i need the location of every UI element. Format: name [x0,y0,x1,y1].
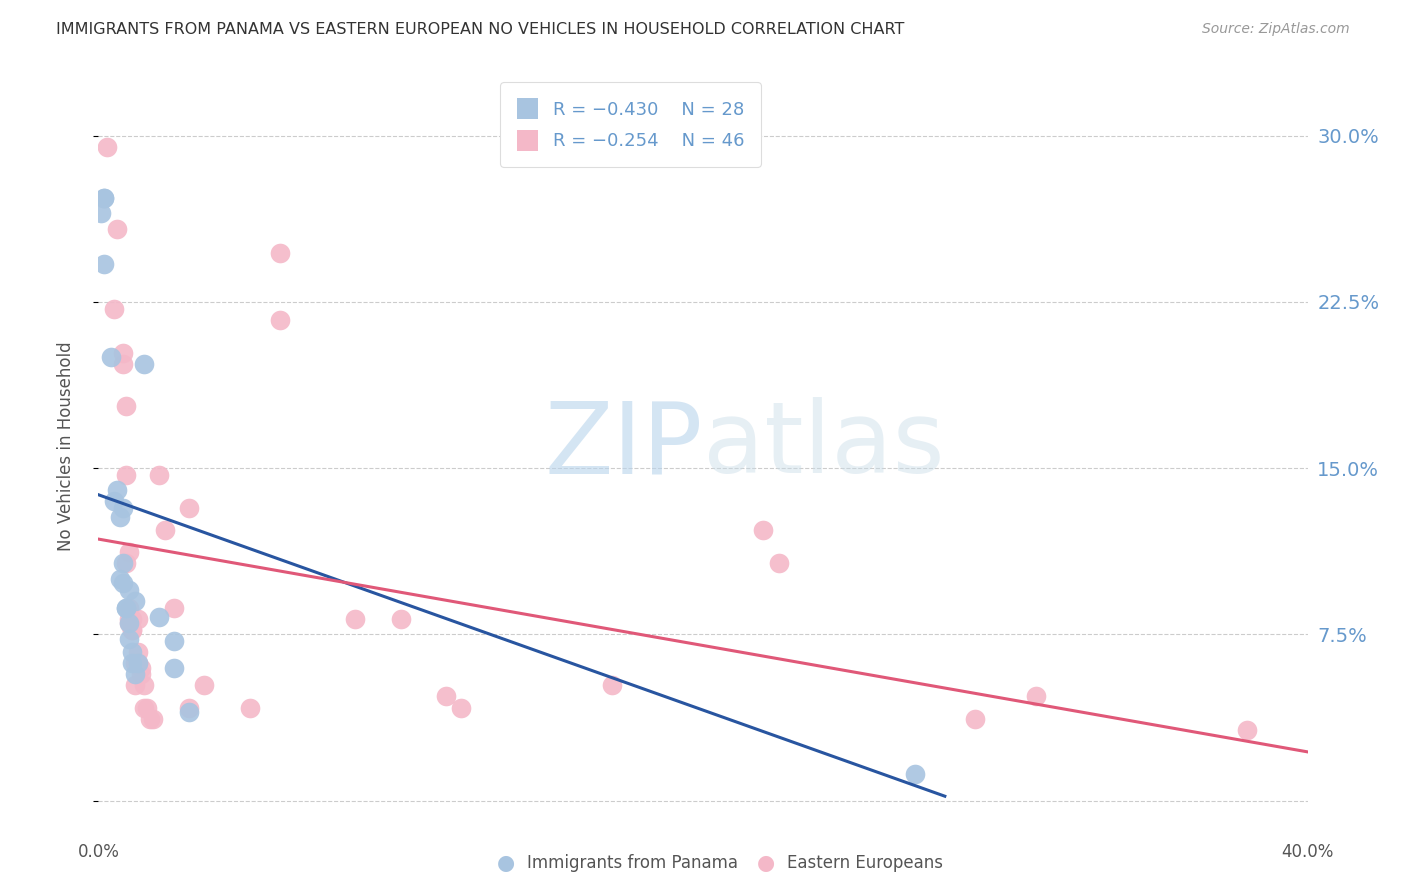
Point [163,634,186,648]
Point [153,523,176,537]
Point [1236,723,1258,737]
Point [118,616,141,631]
Point [127,657,149,671]
Point [129,667,152,681]
Point [179,705,201,719]
Point [90,206,112,220]
Point [965,712,987,726]
Point [111,557,134,571]
Text: atlas: atlas [703,398,945,494]
Point [108,510,131,524]
Point [105,483,128,498]
Point [193,678,215,692]
Point [121,645,143,659]
Point [179,501,201,516]
Point [124,667,146,681]
Point [132,678,155,692]
Point [135,700,157,714]
Point [269,312,291,326]
Point [118,612,141,626]
Point [118,616,141,631]
Point [93,191,115,205]
Text: Immigrants from Panama: Immigrants from Panama [527,855,738,872]
Point [114,600,136,615]
Point [108,572,131,586]
Point [269,246,291,260]
Text: ZIP: ZIP [544,398,703,494]
Legend: R = −0.430    N = 28, R = −0.254    N = 46: R = −0.430 N = 28, R = −0.254 N = 46 [501,82,761,167]
Text: Eastern Europeans: Eastern Europeans [787,855,943,872]
Point [114,399,136,413]
Y-axis label: No Vehicles in Household: No Vehicles in Household [56,341,75,551]
Point [118,600,141,615]
Point [904,767,927,781]
Point [124,594,146,608]
Point [752,523,775,537]
Point [111,346,134,360]
Point [450,700,472,714]
Point [434,690,457,704]
Point [103,494,125,508]
Text: 0.0%: 0.0% [77,843,120,861]
Point [111,576,134,591]
Point [93,191,115,205]
Point [344,612,367,626]
Point [93,257,115,271]
Point [148,467,170,482]
Point [96,140,118,154]
Text: ●: ● [758,854,775,873]
Point [121,623,143,637]
Text: 40.0%: 40.0% [1281,843,1334,861]
Point [124,657,146,671]
Text: IMMIGRANTS FROM PANAMA VS EASTERN EUROPEAN NO VEHICLES IN HOUSEHOLD CORRELATION : IMMIGRANTS FROM PANAMA VS EASTERN EUROPE… [56,22,904,37]
Text: Source: ZipAtlas.com: Source: ZipAtlas.com [1202,22,1350,37]
Point [127,645,149,659]
Point [100,351,122,365]
Point [132,357,155,371]
Point [179,700,201,714]
Point [114,600,136,615]
Point [127,612,149,626]
Point [127,657,149,671]
Point [602,678,624,692]
Point [105,221,128,235]
Point [163,600,186,615]
Point [1024,690,1046,704]
Point [132,700,155,714]
Point [121,623,143,637]
Point [118,583,141,598]
Point [118,632,141,646]
Point [239,700,262,714]
Point [389,612,412,626]
Point [121,612,143,626]
Point [111,357,134,371]
Point [163,660,186,674]
Point [121,657,143,671]
Point [114,467,136,482]
Point [768,557,790,571]
Point [124,678,146,692]
Point [129,660,152,674]
Point [118,545,141,559]
Point [111,501,134,516]
Text: ●: ● [498,854,515,873]
Point [139,712,162,726]
Point [148,609,170,624]
Point [103,301,125,316]
Point [114,557,136,571]
Point [142,712,165,726]
